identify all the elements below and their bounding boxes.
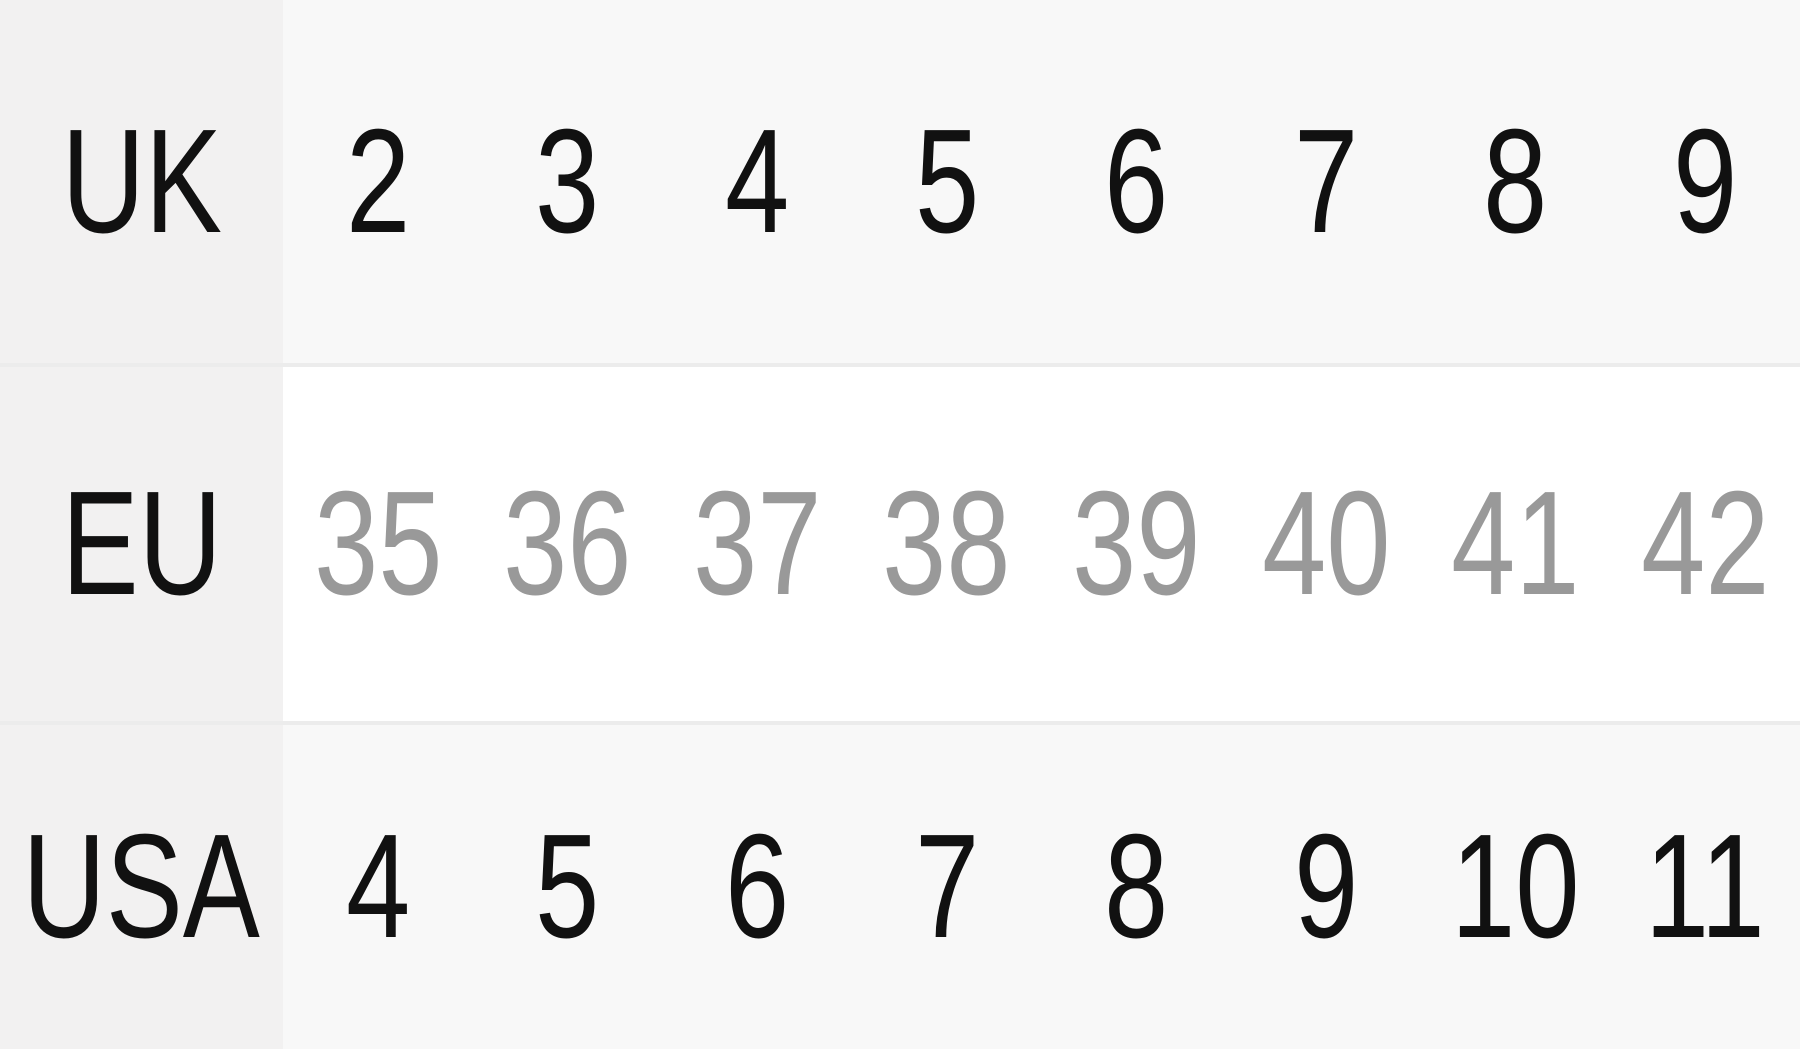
table-cell: 5: [852, 97, 1042, 267]
table-cell: 8: [1042, 802, 1232, 972]
table-row-uk: UK 2 3 4 5 6 7 8 9: [0, 0, 1800, 363]
cell-value: 7: [914, 804, 979, 969]
cell-value: 3: [535, 98, 600, 264]
cell-value: 4: [724, 98, 790, 264]
cell-value: 40: [1261, 461, 1391, 626]
cell-value: 41: [1451, 461, 1580, 626]
row-header-label: USA: [22, 804, 261, 969]
cell-value: 36: [503, 461, 632, 626]
table-cell: 9: [1231, 802, 1421, 972]
row-cells: 4 5 6 7 8 9 10 11: [283, 725, 1800, 1049]
cell-value: 4: [345, 804, 410, 969]
table-cell: 8: [1421, 97, 1611, 267]
row-divider: [0, 363, 1800, 367]
row-header: USA: [0, 725, 283, 1049]
table-row-usa: USA 4 5 6 7 8 9 10 11: [0, 725, 1800, 1049]
cell-value: 37: [692, 461, 822, 626]
table-cell: 6: [662, 802, 852, 972]
table-row-eu: EU 35 36 37 38 39 40 41 42: [0, 367, 1800, 721]
table-cell: 11: [1610, 802, 1800, 972]
table-cell: 42: [1610, 459, 1800, 629]
cell-value: 5: [535, 804, 600, 969]
table-cell: 4: [283, 802, 473, 972]
cell-value: 10: [1451, 804, 1580, 969]
table-cell: 38: [852, 459, 1042, 629]
row-header: UK: [0, 0, 283, 363]
cell-value: 8: [1104, 804, 1169, 969]
table-cell: 7: [1231, 97, 1421, 267]
cell-value: 39: [1072, 461, 1201, 626]
cell-value: 7: [1293, 98, 1359, 264]
table-cell: 9: [1610, 97, 1800, 267]
cell-value: 35: [313, 461, 443, 626]
cell-value: 9: [1293, 804, 1359, 969]
table-cell: 36: [473, 459, 663, 629]
cell-value: 42: [1640, 461, 1770, 626]
cell-value: 11: [1645, 804, 1766, 969]
row-divider: [0, 721, 1800, 725]
table-cell: 6: [1042, 97, 1232, 267]
cell-value: 38: [882, 461, 1011, 626]
table-cell: 39: [1042, 459, 1232, 629]
cell-value: 8: [1483, 98, 1548, 264]
row-header-label: EU: [61, 461, 222, 626]
table-cell: 40: [1231, 459, 1421, 629]
cell-value: 2: [345, 98, 410, 264]
cell-value: 6: [724, 804, 790, 969]
table-cell: 35: [283, 459, 473, 629]
row-header: EU: [0, 367, 283, 721]
table-cell: 41: [1421, 459, 1611, 629]
cell-value: 5: [914, 98, 979, 264]
row-header-label: UK: [61, 98, 222, 264]
table-cell: 7: [852, 802, 1042, 972]
table-cell: 37: [662, 459, 852, 629]
table-cell: 4: [662, 97, 852, 267]
table-cell: 3: [473, 97, 663, 267]
cell-value: 6: [1104, 98, 1169, 264]
table-cell: 2: [283, 97, 473, 267]
cell-value: 9: [1673, 98, 1738, 264]
row-cells: 35 36 37 38 39 40 41 42: [283, 367, 1800, 721]
table-cell: 10: [1421, 802, 1611, 972]
table-cell: 5: [473, 802, 663, 972]
